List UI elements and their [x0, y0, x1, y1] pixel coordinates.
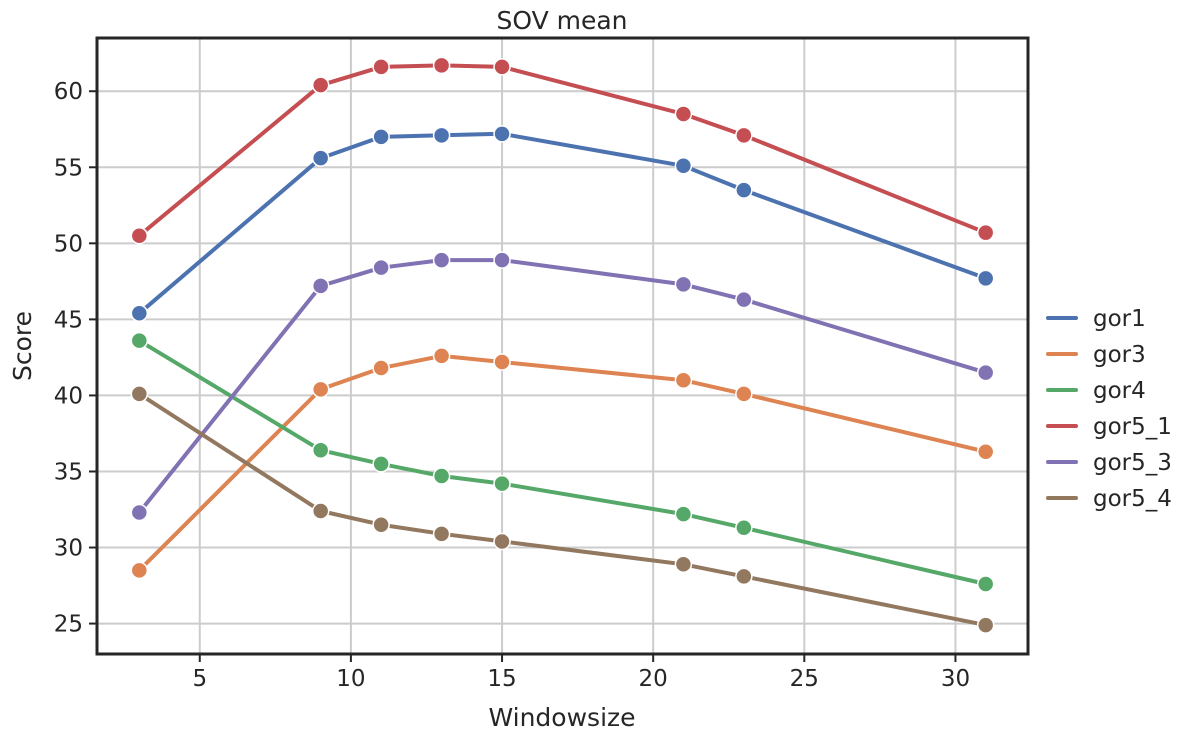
legend-item-gor5_3: gor5_3: [1046, 450, 1172, 476]
data-point-gor1: [493, 125, 511, 143]
data-point-gor5_4: [311, 502, 330, 520]
y-tick-label: 25: [54, 612, 83, 638]
data-point-gor3: [674, 371, 693, 389]
data-point-gor3: [735, 385, 753, 403]
x-axis-title: Windowsize: [488, 703, 635, 732]
y-tick-label: 30: [54, 536, 83, 562]
legend-label: gor5_1: [1093, 414, 1172, 440]
data-point-gor4: [493, 474, 511, 493]
x-tick-label: 25: [790, 666, 819, 692]
data-point-gor5_1: [130, 226, 149, 245]
y-tick-label: 35: [54, 459, 83, 485]
data-point-gor5_3: [130, 503, 149, 522]
data-point-gor4: [735, 519, 753, 537]
y-tick-label: 55: [54, 155, 83, 181]
legend-item-gor1: gor1: [1046, 306, 1146, 332]
legend-label: gor1: [1093, 306, 1146, 332]
data-point-gor1: [130, 304, 149, 323]
legend: gor1 gor3 gor4 gor5_1 gor5_3 gor5_4: [1046, 306, 1172, 512]
legend-label: gor4: [1093, 378, 1146, 404]
data-point-gor5_4: [976, 616, 995, 634]
data-point-gor5_4: [493, 532, 511, 551]
data-point-gor1: [311, 149, 330, 167]
x-tick-label: 15: [487, 666, 516, 692]
series-line-gor1: [137, 131, 988, 316]
data-point-gor5_3: [735, 290, 753, 309]
data-point-gor4: [432, 467, 451, 485]
y-tick-label: 45: [54, 307, 83, 333]
data-point-gor5_3: [311, 277, 330, 295]
data-point-gor4: [976, 575, 995, 593]
data-point-gor5_1: [493, 58, 511, 76]
data-point-gor4: [311, 441, 330, 459]
series-gor5_4: [130, 385, 995, 634]
x-tick-label: 10: [336, 666, 365, 692]
series-gor4: [130, 331, 995, 593]
data-point-gor1: [735, 181, 753, 199]
x-tick-label: 5: [192, 666, 207, 692]
legend-item-gor3: gor3: [1046, 342, 1146, 368]
legend-label: gor5_3: [1093, 450, 1172, 476]
data-point-gor5_4: [432, 525, 451, 543]
data-point-gor1: [432, 126, 451, 145]
series-gor1: [130, 125, 995, 323]
data-point-gor5_4: [372, 515, 390, 534]
legend-item-gor4: gor4: [1046, 378, 1146, 404]
data-point-gor4: [674, 505, 693, 523]
data-point-gor3: [311, 380, 330, 399]
data-point-gor3: [432, 347, 451, 365]
data-point-gor3: [372, 359, 390, 377]
y-tick-label: 60: [54, 79, 83, 105]
series-line-gor3: [137, 353, 988, 573]
legend-item-gor5_4: gor5_4: [1046, 486, 1172, 512]
data-point-gor5_1: [372, 58, 390, 76]
data-point-gor4: [130, 331, 149, 350]
y-tick-label: 50: [54, 231, 83, 257]
legend-item-gor5_1: gor5_1: [1046, 414, 1172, 440]
data-point-gor1: [976, 269, 995, 288]
series-gor5_1: [130, 56, 995, 245]
y-axis-title: Score: [8, 311, 37, 381]
series-line-gor5_1: [137, 63, 988, 238]
data-point-gor5_1: [735, 126, 753, 145]
series-layer: [130, 56, 995, 634]
y-tick-label: 40: [54, 383, 83, 409]
data-point-gor5_1: [976, 223, 995, 242]
legend-label: gor3: [1093, 342, 1146, 368]
data-point-gor5_3: [493, 251, 511, 269]
data-point-gor5_4: [674, 555, 693, 574]
plot-frame: [95, 36, 1030, 656]
data-point-gor4: [372, 455, 390, 473]
data-point-gor5_1: [432, 56, 451, 75]
series-line-gor5_3: [137, 258, 988, 515]
data-point-gor3: [493, 353, 511, 371]
data-point-gor3: [976, 442, 995, 461]
x-tick-label: 20: [639, 666, 668, 692]
data-point-gor5_4: [735, 567, 753, 586]
data-point-gor5_1: [674, 105, 693, 123]
data-point-gor1: [372, 128, 390, 146]
grid: [97, 38, 1028, 654]
series-gor5_3: [130, 251, 995, 522]
data-point-gor5_4: [130, 385, 149, 403]
data-point-gor5_1: [311, 76, 330, 94]
x-tick-label: 30: [941, 666, 970, 692]
series-line-gor5_4: [137, 391, 988, 628]
data-point-gor3: [130, 561, 149, 580]
series-line-gor4: [137, 338, 988, 586]
data-point-gor5_3: [674, 275, 693, 294]
legend-label: gor5_4: [1093, 486, 1172, 512]
chart-title: SOV mean: [496, 6, 627, 35]
data-point-gor1: [674, 157, 693, 175]
series-gor3: [130, 347, 995, 580]
axis-ticks: 5 10 15 20 25 30 25 30 35 40 45 50 55 60: [54, 79, 970, 692]
data-point-gor5_3: [432, 251, 451, 269]
data-point-gor5_3: [372, 258, 390, 277]
data-point-gor5_3: [976, 363, 995, 382]
